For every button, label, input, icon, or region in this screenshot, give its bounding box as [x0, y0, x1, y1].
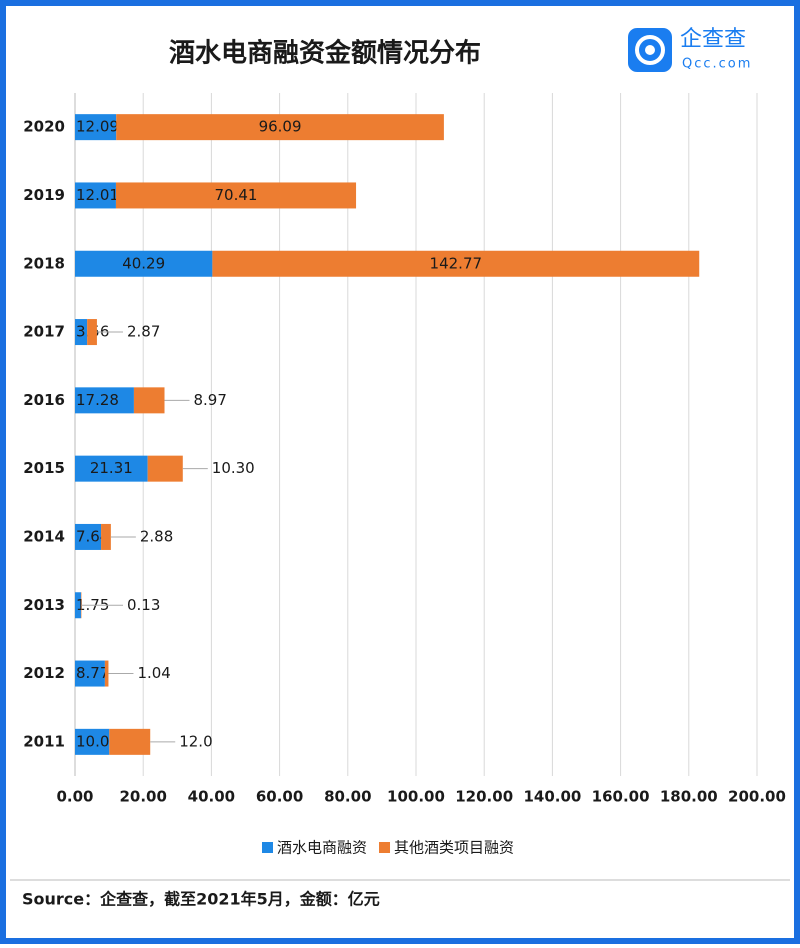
data-label: 0.13 — [127, 596, 160, 614]
data-label: 2.87 — [127, 323, 160, 341]
x-tick-label: 120.00 — [455, 788, 513, 806]
logo-domain: Qcc.com — [682, 57, 752, 72]
source: Source：企查查，截至2021年5月，金额：亿元 — [22, 890, 380, 909]
data-label: 8.97 — [194, 391, 227, 409]
logo-dot — [645, 45, 655, 55]
y-tick-label: 2019 — [23, 186, 65, 204]
data-label: 1.04 — [137, 664, 170, 682]
y-tick-label: 2017 — [23, 323, 65, 341]
bar-segment — [148, 456, 183, 482]
logo: 企查查 Qcc.com — [628, 27, 752, 72]
data-label: 12.0 — [179, 732, 212, 750]
y-tick-label: 2014 — [23, 527, 65, 545]
y-tick-label: 2018 — [23, 254, 65, 272]
chart-title: 酒水电商融资金额情况分布 — [169, 38, 481, 69]
y-tick-label: 2016 — [23, 391, 65, 409]
bar-segment — [101, 524, 111, 550]
data-label: 17.28 — [76, 391, 119, 409]
y-tick-label: 2013 — [23, 596, 65, 614]
x-tick-label: 180.00 — [660, 788, 718, 806]
data-label: 12.01 — [76, 186, 119, 204]
y-tick-label: 2015 — [23, 459, 65, 477]
y-tick-label: 2020 — [23, 118, 65, 136]
data-label: 40.29 — [122, 254, 165, 272]
bar-segment — [87, 319, 97, 345]
x-tick-label: 100.00 — [387, 788, 445, 806]
x-tick-label: 200.00 — [728, 788, 786, 806]
legend-label: 酒水电商融资 — [277, 839, 367, 857]
data-label: 96.09 — [259, 118, 302, 136]
data-label: 2.88 — [140, 527, 173, 545]
data-label: 8.77 — [76, 664, 109, 682]
bar-segment — [109, 729, 150, 755]
data-label: 142.77 — [430, 254, 483, 272]
x-tick-label: 40.00 — [188, 788, 235, 806]
legend-label: 其他酒类项目融资 — [394, 839, 514, 857]
x-tick-label: 140.00 — [523, 788, 581, 806]
data-label: 70.41 — [215, 186, 258, 204]
y-tick-label: 2011 — [23, 732, 65, 750]
bar-segment — [134, 387, 165, 413]
x-tick-label: 80.00 — [324, 788, 371, 806]
legend-swatch — [379, 842, 390, 853]
logo-name: 企查查 — [680, 27, 746, 52]
data-label: 12.09 — [76, 118, 119, 136]
y-tick-label: 2012 — [23, 664, 65, 682]
x-tick-label: 20.00 — [119, 788, 166, 806]
legend-swatch — [262, 842, 273, 853]
data-label: 21.31 — [90, 459, 133, 477]
x-tick-label: 60.00 — [256, 788, 303, 806]
x-tick-label: 0.00 — [56, 788, 93, 806]
x-tick-label: 160.00 — [592, 788, 650, 806]
data-label: 10.30 — [212, 459, 255, 477]
bar-segment — [105, 661, 109, 687]
